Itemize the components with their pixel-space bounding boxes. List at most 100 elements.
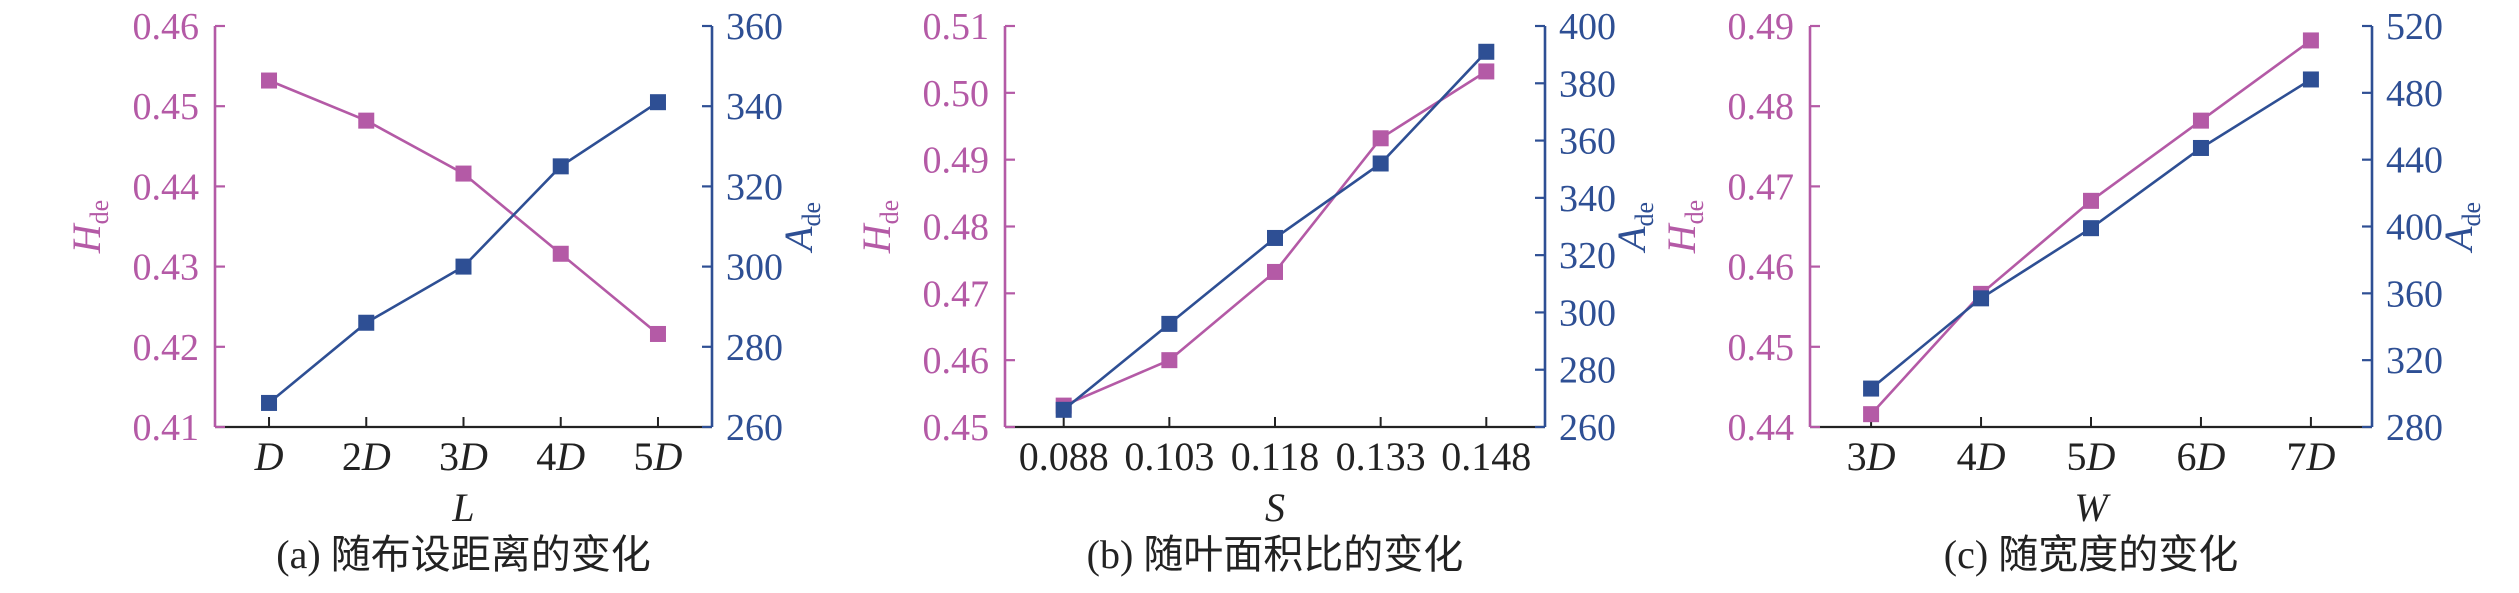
x-axis-label: W (2074, 485, 2111, 530)
ade-data-point (649, 94, 666, 111)
ade-data-point (261, 394, 278, 411)
left-y-tick-label: 0.46 (1728, 247, 1795, 289)
right-y-tick-label: 400 (2386, 207, 2443, 249)
left-y-tick-label: 0.47 (1728, 166, 1795, 208)
x-tick-label: 5D (634, 434, 683, 479)
right-y-tick-label: 320 (726, 166, 783, 208)
right-y-tick-label: 300 (1559, 292, 1616, 334)
left-y-tick-label: 0.47 (923, 273, 990, 315)
left-y-axis-label: Hde (64, 200, 114, 254)
x-tick-label: 0.088 (1019, 434, 1109, 479)
x-tick-label: 3D (1847, 434, 1896, 479)
x-axis-label: S (1265, 485, 1285, 530)
left-y-tick-label: 0.41 (133, 407, 200, 449)
right-y-tick-label: 440 (2386, 140, 2443, 182)
x-tick-label: 0.148 (1441, 434, 1531, 479)
left-y-tick-label: 0.51 (923, 6, 990, 48)
x-tick-label: 3D (439, 434, 488, 479)
ade-data-point (1973, 290, 1990, 307)
chart-caption: (c) 随宽度的变化 (1944, 532, 2238, 577)
chart-caption: (b) 随叶面积比的变化 (1087, 532, 1464, 577)
right-y-tick-label: 360 (726, 6, 783, 48)
left-y-tick-label: 0.46 (133, 6, 200, 48)
left-y-tick-label: 0.49 (1728, 6, 1795, 48)
right-y-tick-label: 320 (1559, 235, 1616, 277)
x-tick-label: 7D (2286, 434, 2335, 479)
hde-data-point (2083, 192, 2099, 209)
ade-series-line (268, 101, 659, 404)
right-y-tick-label: 260 (726, 407, 783, 449)
hde-data-point (1267, 263, 1283, 280)
right-y-axis-label: Ade (776, 202, 826, 254)
left-y-tick-label: 0.46 (923, 340, 990, 382)
right-y-tick-label: 340 (726, 86, 783, 128)
left-y-tick-label: 0.48 (1728, 86, 1795, 128)
x-tick-label: 0.118 (1231, 434, 1320, 479)
right-y-tick-label: 360 (1559, 121, 1616, 163)
hde-data-point (358, 112, 375, 129)
left-y-tick-label: 0.49 (923, 140, 990, 182)
right-y-axis-label: Ade (1609, 202, 1659, 254)
left-y-tick-label: 0.48 (923, 207, 990, 249)
x-tick-label: 2D (342, 434, 391, 479)
hde-data-point (649, 325, 666, 342)
chart-panel-1: 0.41 0.42 0.43 0.44 0.45 0.46 260 280 300 320 340 3… (64, 6, 826, 577)
x-tick-label: 5D (2067, 434, 2116, 479)
ade-data-point (1372, 155, 1389, 172)
ade-data-point (1161, 315, 1178, 332)
chart-panel-3: 0.44 0.45 0.46 0.47 0.48 0.49 280 320 360 400 440 4… (1659, 6, 2486, 577)
chart-panel-2: 0.45 0.46 0.47 0.48 0.49 0.50 0.51 260 280 300 320… (854, 6, 1659, 577)
right-y-axis-label: Ade (2436, 202, 2486, 254)
hde-data-point (1863, 406, 1880, 423)
ade-data-point (1055, 401, 1072, 418)
right-y-tick-label: 280 (726, 327, 783, 369)
left-y-axis-label: Hde (854, 200, 904, 254)
left-y-tick-label: 0.45 (133, 86, 200, 128)
left-y-tick-label: 0.42 (133, 327, 200, 369)
right-y-tick-label: 280 (2386, 407, 2443, 449)
right-y-tick-label: 300 (726, 247, 783, 289)
right-y-tick-label: 320 (2386, 340, 2443, 382)
ade-data-point (2083, 220, 2099, 237)
right-y-tick-label: 340 (1559, 178, 1616, 220)
x-tick-label: 0.103 (1124, 434, 1214, 479)
hde-data-point (455, 165, 472, 182)
ade-data-point (552, 158, 569, 175)
ade-data-point (455, 258, 472, 275)
ade-data-point (358, 314, 375, 331)
left-y-tick-label: 0.45 (923, 407, 990, 449)
hde-data-point (2302, 32, 2319, 49)
left-y-axis-label: Hde (1659, 200, 1709, 254)
ade-data-point (1863, 380, 1880, 397)
hde-data-point (552, 245, 569, 262)
ade-data-point (2192, 139, 2209, 156)
right-y-tick-label: 280 (1559, 350, 1616, 392)
chart-caption: (a) 随布设距离的变化 (276, 532, 650, 577)
right-y-tick-label: 360 (2386, 273, 2443, 315)
hde-data-point (261, 72, 278, 89)
left-y-tick-label: 0.44 (133, 166, 200, 208)
hde-series-line (268, 79, 659, 336)
left-y-tick-label: 0.43 (133, 247, 200, 289)
x-tick-label: D (254, 434, 284, 479)
hde-data-point (1478, 63, 1495, 80)
ade-data-point (1478, 43, 1495, 60)
right-y-tick-label: 520 (2386, 6, 2443, 48)
left-y-tick-label: 0.44 (1728, 407, 1795, 449)
x-tick-label: 0.133 (1336, 434, 1426, 479)
left-y-tick-label: 0.50 (923, 73, 990, 115)
left-y-tick-label: 0.45 (1728, 327, 1795, 369)
hde-data-point (1372, 130, 1389, 147)
right-y-tick-label: 260 (1559, 407, 1616, 449)
hde-data-point (1161, 352, 1178, 369)
x-tick-label: 6D (2177, 434, 2226, 479)
x-axis-label: L (451, 485, 474, 530)
x-tick-label: 4D (536, 434, 585, 479)
right-y-tick-label: 380 (1559, 63, 1616, 105)
right-y-tick-label: 400 (1559, 6, 1616, 48)
right-y-tick-label: 480 (2386, 73, 2443, 115)
ade-data-point (2302, 71, 2319, 88)
x-tick-label: 4D (1957, 434, 2006, 479)
ade-data-point (1267, 229, 1283, 246)
